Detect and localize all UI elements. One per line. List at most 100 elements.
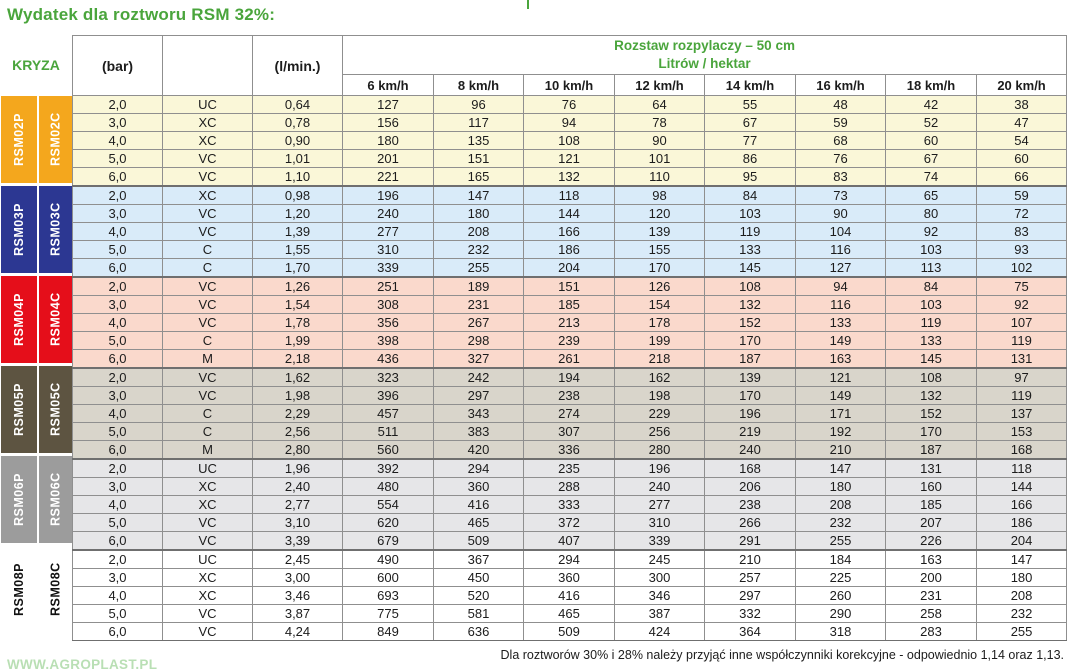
dose-value-cell: 277 [614, 495, 705, 514]
dose-value-cell: 465 [523, 604, 615, 623]
table-row: 6,0 M 2,18 436 327 261 218 187 163 145 131 [72, 349, 1068, 369]
dose-value-cell: 145 [704, 258, 796, 278]
dose-value-cell: 372 [523, 513, 615, 532]
pressure-cell: 6,0 [72, 349, 163, 369]
flow-cell: 1,96 [252, 458, 343, 478]
droplet-class-cell: XC [162, 568, 253, 587]
dose-value-cell: 383 [433, 422, 524, 441]
table-row: 6,0 VC 4,24 849 636 509 424 364 318 283 255 [72, 622, 1068, 641]
dose-value-cell: 239 [523, 331, 615, 350]
dose-value-cell: 339 [614, 531, 705, 551]
dose-value-cell: 101 [614, 149, 705, 168]
dose-value-cell: 67 [885, 149, 977, 168]
pressure-cell: 6,0 [72, 440, 163, 460]
dose-value-cell: 290 [795, 604, 886, 623]
flow-cell: 3,46 [252, 586, 343, 605]
flow-cell: 1,78 [252, 313, 343, 332]
dose-value-cell: 280 [614, 440, 705, 460]
speed-column-header: 12 km/h [614, 74, 705, 96]
flow-unit-header: (l/min.) [252, 35, 343, 96]
droplet-class-cell: UC [162, 458, 253, 478]
speed-column-header: 18 km/h [885, 74, 977, 96]
dose-value-cell: 86 [704, 149, 796, 168]
dose-value-cell: 139 [704, 367, 796, 387]
dose-value-cell: 90 [795, 204, 886, 223]
dose-value-cell: 184 [795, 549, 886, 569]
table-row: 3,0 VC 1,98 396 297 238 198 170 149 132 119 [72, 386, 1068, 405]
dose-value-cell: 256 [614, 422, 705, 441]
flow-cell: 1,70 [252, 258, 343, 278]
dose-value-cell: 65 [885, 185, 977, 205]
flow-cell: 4,24 [252, 622, 343, 641]
dose-value-cell: 231 [885, 586, 977, 605]
dose-value-cell: 416 [433, 495, 524, 514]
table-row: 4,0 XC 2,77 554 416 333 277 238 208 185 166 [72, 495, 1068, 514]
dose-value-cell: 170 [704, 331, 796, 350]
dose-value-cell: 60 [885, 131, 977, 150]
droplet-class-cell: M [162, 440, 253, 460]
flow-rate-table: (bar) (l/min.) Rozstaw rozpylaczy – 50 c… [72, 35, 1068, 641]
flow-cell: 2,80 [252, 440, 343, 460]
dose-value-cell: 170 [704, 386, 796, 405]
pressure-cell: 6,0 [72, 167, 163, 187]
flow-cell: 2,77 [252, 495, 343, 514]
dose-value-cell: 119 [975, 386, 1068, 405]
dose-value-cell: 95 [704, 167, 796, 187]
dose-value-cell: 137 [975, 404, 1068, 423]
nozzle-label-c: RSM06C [39, 456, 72, 543]
dose-value-cell: 620 [342, 513, 434, 532]
dose-value-cell: 163 [795, 349, 886, 369]
droplet-class-cell: XC [162, 477, 253, 496]
dose-value-cell: 226 [885, 531, 977, 551]
droplet-class-cell: M [162, 349, 253, 369]
dose-value-cell: 170 [885, 422, 977, 441]
table-row: 2,0 UC 1,96 392 294 235 196 168 147 131 118 [72, 458, 1068, 478]
dose-value-cell: 54 [975, 131, 1068, 150]
pressure-cell: 4,0 [72, 313, 163, 332]
dose-value-cell: 97 [975, 367, 1068, 387]
flow-cell: 1,10 [252, 167, 343, 187]
nozzle-label-p: RSM04P [1, 276, 37, 363]
pressure-cell: 3,0 [72, 477, 163, 496]
dose-value-cell: 360 [433, 477, 524, 496]
dose-value-cell: 145 [885, 349, 977, 369]
pressure-cell: 3,0 [72, 113, 163, 132]
droplet-class-cell: XC [162, 131, 253, 150]
table-row: 6,0 C 1,70 339 255 204 170 145 127 113 102 [72, 258, 1068, 278]
dose-value-cell: 119 [704, 222, 796, 241]
dose-value-cell: 200 [885, 568, 977, 587]
dose-value-cell: 59 [975, 185, 1068, 205]
dose-value-cell: 144 [523, 204, 615, 223]
dose-value-cell: 480 [342, 477, 434, 496]
dose-value-cell: 155 [614, 240, 705, 259]
dose-value-cell: 154 [614, 295, 705, 314]
table-row: 6,0 M 2,80 560 420 336 280 240 210 187 168 [72, 440, 1068, 460]
dose-value-cell: 255 [795, 531, 886, 551]
droplet-class-cell: VC [162, 531, 253, 551]
dose-value-cell: 84 [885, 276, 977, 296]
dose-value-cell: 64 [614, 95, 705, 114]
dose-value-cell: 240 [614, 477, 705, 496]
dose-value-cell: 83 [975, 222, 1068, 241]
dose-value-cell: 679 [342, 531, 434, 551]
dose-value-cell: 232 [433, 240, 524, 259]
speed-header-row: 6 km/h 8 km/h 10 km/h 12 km/h 14 km/h 16 km/h… [73, 74, 1068, 96]
flow-cell: 2,56 [252, 422, 343, 441]
table-row: 4,0 XC 3,46 693 520 416 346 297 260 231 208 [72, 586, 1068, 605]
droplet-class-cell: VC [162, 167, 253, 187]
dose-value-cell: 107 [975, 313, 1068, 332]
dose-value-cell: 196 [614, 458, 705, 478]
dose-value-cell: 180 [342, 131, 434, 150]
dose-value-cell: 194 [523, 367, 615, 387]
dose-value-cell: 52 [885, 113, 977, 132]
website-link[interactable]: WWW.AGROPLAST.PL [7, 657, 158, 672]
flow-cell: 3,87 [252, 604, 343, 623]
table-row: 4,0 VC 1,78 356 267 213 178 152 133 119 107 [72, 313, 1068, 332]
dose-value-cell: 121 [795, 367, 886, 387]
dose-value-cell: 225 [795, 568, 886, 587]
dose-value-cell: 108 [885, 367, 977, 387]
dose-value-cell: 132 [523, 167, 615, 187]
droplet-class-cell: VC [162, 622, 253, 641]
dose-value-cell: 133 [885, 331, 977, 350]
dose-value-cell: 636 [433, 622, 524, 641]
